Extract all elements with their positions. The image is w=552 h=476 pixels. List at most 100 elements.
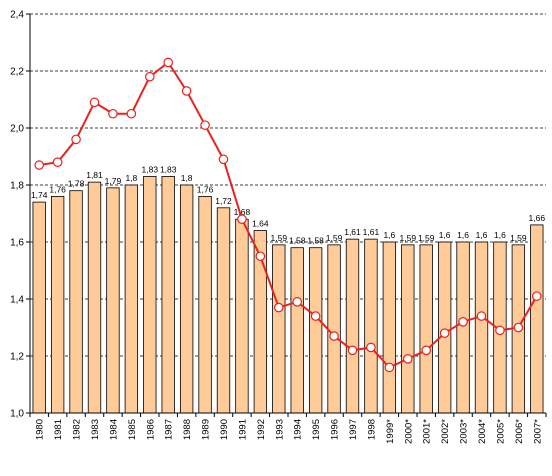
y-tick-label: 1,2 (10, 352, 24, 363)
y-tick-label: 1,4 (10, 295, 24, 306)
x-tick-label: 2001* (422, 419, 433, 444)
line-point (347, 345, 358, 356)
bar (308, 247, 323, 414)
x-tick-label: 2002* (440, 419, 451, 444)
x-tick-label: 1991 (237, 419, 248, 440)
x-tick-label: 2006* (514, 419, 525, 444)
line-path (39, 60, 538, 369)
x-tick-label: 1985 (127, 419, 138, 440)
bar-data-label: 1,76 (49, 184, 66, 194)
x-tick-label: 1984 (108, 419, 119, 440)
bar-data-label: 1,68 (234, 207, 251, 217)
bar-data-label: 1,59 (271, 233, 288, 243)
bar (364, 238, 378, 414)
x-tick-label: 2005* (495, 419, 506, 444)
bar (327, 244, 341, 414)
bar (124, 184, 139, 414)
y-tick-label: 1,6 (10, 238, 24, 249)
bar (161, 176, 175, 414)
x-tick-label: 1997 (348, 419, 359, 440)
y-tick-label: 1,8 (10, 181, 24, 192)
bar-data-label: 1,6 (494, 230, 506, 240)
line-point (495, 325, 505, 336)
x-tick-label: 1992 (256, 419, 267, 440)
bar-data-label: 1,6 (383, 230, 395, 240)
x-tick-label: 1996 (330, 419, 341, 440)
line-point (163, 57, 174, 68)
bar-data-label: 1,59 (400, 233, 417, 243)
line-point (126, 108, 137, 119)
x-tick-label: 1990 (219, 419, 230, 440)
bar-data-label: 1,83 (142, 164, 159, 174)
line-series (34, 57, 542, 373)
bar-data-label: 1,6 (457, 230, 469, 240)
x-tick-label: 1998 (366, 419, 377, 440)
bar-data-label: 1,59 (510, 233, 527, 243)
x-tick-label: 1993 (274, 419, 285, 440)
line-point (181, 86, 192, 96)
line-point (366, 342, 376, 353)
x-tick-label: 1981 (53, 419, 64, 440)
bar (198, 195, 212, 414)
x-tick-label: 1994 (293, 419, 304, 440)
bar (50, 195, 65, 414)
bar-data-label: 1,72 (215, 196, 232, 206)
line-point (89, 97, 100, 108)
x-tick-label: 1999* (385, 419, 396, 444)
x-tick-label: 2003* (459, 419, 470, 444)
bar-data-label: 1,78 (68, 179, 85, 189)
bar-series (32, 176, 544, 414)
x-tick-label: 2007* (532, 419, 543, 444)
line-point (476, 311, 487, 321)
bar (69, 190, 83, 414)
y-tick-label: 2,4 (10, 10, 24, 21)
x-tick-label: 2000* (403, 419, 414, 444)
bar (87, 181, 102, 414)
line-point (108, 108, 118, 119)
bar-data-label: 1,59 (326, 233, 343, 243)
bar (179, 184, 194, 414)
line-point (34, 160, 45, 170)
x-axis-ticks: 1980 1981 1982 1983 1984 1985 1986 1987 1988 1989… (29, 413, 547, 444)
bar (437, 241, 452, 414)
line-point (384, 362, 395, 373)
x-tick-label: 2004* (477, 419, 488, 444)
bar (32, 201, 46, 414)
y-tick-label: 1,0 (10, 409, 24, 420)
y-axis-ticks: 1,0 1,2 1,4 1,6 1,8 2,0 2,2 2,4 (10, 10, 30, 420)
y-tick-label: 2,2 (10, 67, 24, 78)
bar-data-label: 1,79 (105, 176, 122, 186)
x-tick-label: 1983 (90, 419, 101, 440)
line-point (218, 154, 229, 165)
bar-data-label: 1,8 (181, 173, 193, 183)
x-tick-label: 1982 (72, 419, 83, 440)
line-point (531, 291, 542, 301)
x-tick-label: 1988 (182, 419, 193, 440)
line-point (421, 345, 432, 356)
line-point (237, 214, 247, 224)
line-point (329, 331, 339, 341)
bar (456, 241, 470, 414)
bar-data-label: 1,64 (252, 219, 269, 229)
bar-data-label: 1,8 (125, 173, 137, 183)
line-point (52, 157, 63, 167)
bar-data-label: 1,6 (439, 230, 451, 240)
bar-data-label: 1,83 (160, 164, 177, 174)
bar (401, 244, 415, 414)
line-point (310, 311, 321, 321)
line-point (292, 297, 303, 307)
line-point (255, 251, 266, 262)
bar (419, 244, 433, 414)
line-point (402, 354, 413, 364)
bar-data-label: 1,66 (529, 213, 546, 223)
line-point (71, 134, 81, 145)
bar-data-labels: 1,741,761,781,811,79 1,81,83 1,831,81,761,… (31, 164, 545, 245)
x-tick-label: 1987 (164, 419, 175, 440)
bar (272, 244, 286, 414)
bar (474, 241, 489, 414)
x-tick-label: 1995 (311, 419, 322, 440)
line-point (439, 328, 450, 338)
bar-data-label: 1,74 (31, 190, 48, 200)
line-point (144, 71, 155, 82)
bar-data-label: 1,58 (307, 236, 324, 246)
